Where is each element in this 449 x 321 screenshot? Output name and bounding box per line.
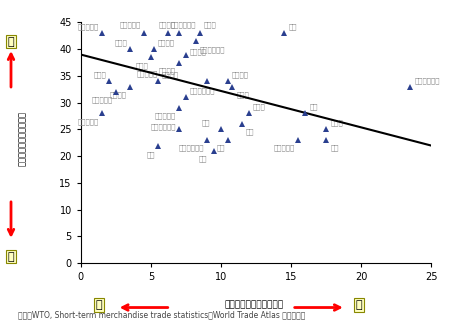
Text: ベルギー: ベルギー: [159, 67, 176, 74]
Text: ボルトガル: ボルトガル: [120, 22, 141, 29]
Text: 長: 長: [8, 37, 14, 47]
Text: フランス: フランス: [159, 22, 176, 29]
Text: オランダ: オランダ: [110, 91, 127, 98]
Text: マレーシア: マレーシア: [136, 70, 158, 77]
Text: 香港: 香港: [198, 156, 207, 162]
Text: ルーマニア: ルーマニア: [155, 113, 176, 119]
Text: トルコ: トルコ: [114, 39, 127, 46]
Text: スペイン: スペイン: [158, 39, 175, 46]
Text: 豪州: 豪州: [146, 152, 155, 159]
Text: 日本: 日本: [309, 104, 317, 110]
Text: ドイツ: ドイツ: [204, 22, 217, 29]
Text: ブラジル: ブラジル: [232, 72, 249, 78]
Text: 対米国輸出シェア（％）: 対米国輸出シェア（％）: [224, 300, 283, 309]
Text: シンガポール: シンガポール: [150, 124, 176, 130]
Text: チリ: チリ: [246, 129, 255, 135]
Text: フィンランド: フィンランド: [200, 46, 225, 53]
Text: オーストリア: オーストリア: [171, 22, 196, 29]
Text: イタリア: イタリア: [190, 48, 207, 55]
Text: ブルガリア: ブルガリア: [78, 118, 99, 125]
Text: 中国: 中国: [330, 145, 339, 152]
Text: アイルランド: アイルランド: [414, 77, 440, 83]
Text: 回復に要した期間（月）: 回復に要した期間（月）: [18, 110, 27, 166]
Text: 短: 短: [8, 252, 14, 262]
Text: タイ: タイ: [201, 120, 210, 126]
Text: ギリシャ: ギリシャ: [162, 72, 179, 78]
Text: チェコ: チェコ: [93, 72, 106, 78]
Text: 低: 低: [96, 300, 102, 310]
Text: インド: インド: [253, 104, 266, 110]
Text: スイス: スイス: [236, 91, 249, 98]
Text: 資料：WTO, Short-term merchandise trade statistics、World Trade Atlas から作成。: 資料：WTO, Short-term merchandise trade sta…: [18, 310, 305, 319]
Text: ノルウェー: ノルウェー: [78, 23, 99, 30]
Text: 韓国: 韓国: [216, 145, 225, 152]
Text: ペルー: ペルー: [330, 120, 343, 126]
Text: 高: 高: [356, 300, 362, 310]
Text: インドネシア: インドネシア: [179, 145, 204, 152]
Text: ロシア: ロシア: [135, 62, 148, 69]
Text: 英国: 英国: [288, 23, 297, 30]
Text: スウェーデン: スウェーデン: [190, 88, 216, 94]
Text: ポーランド: ポーランド: [92, 97, 113, 103]
Text: フィリピン: フィリピン: [274, 145, 295, 152]
